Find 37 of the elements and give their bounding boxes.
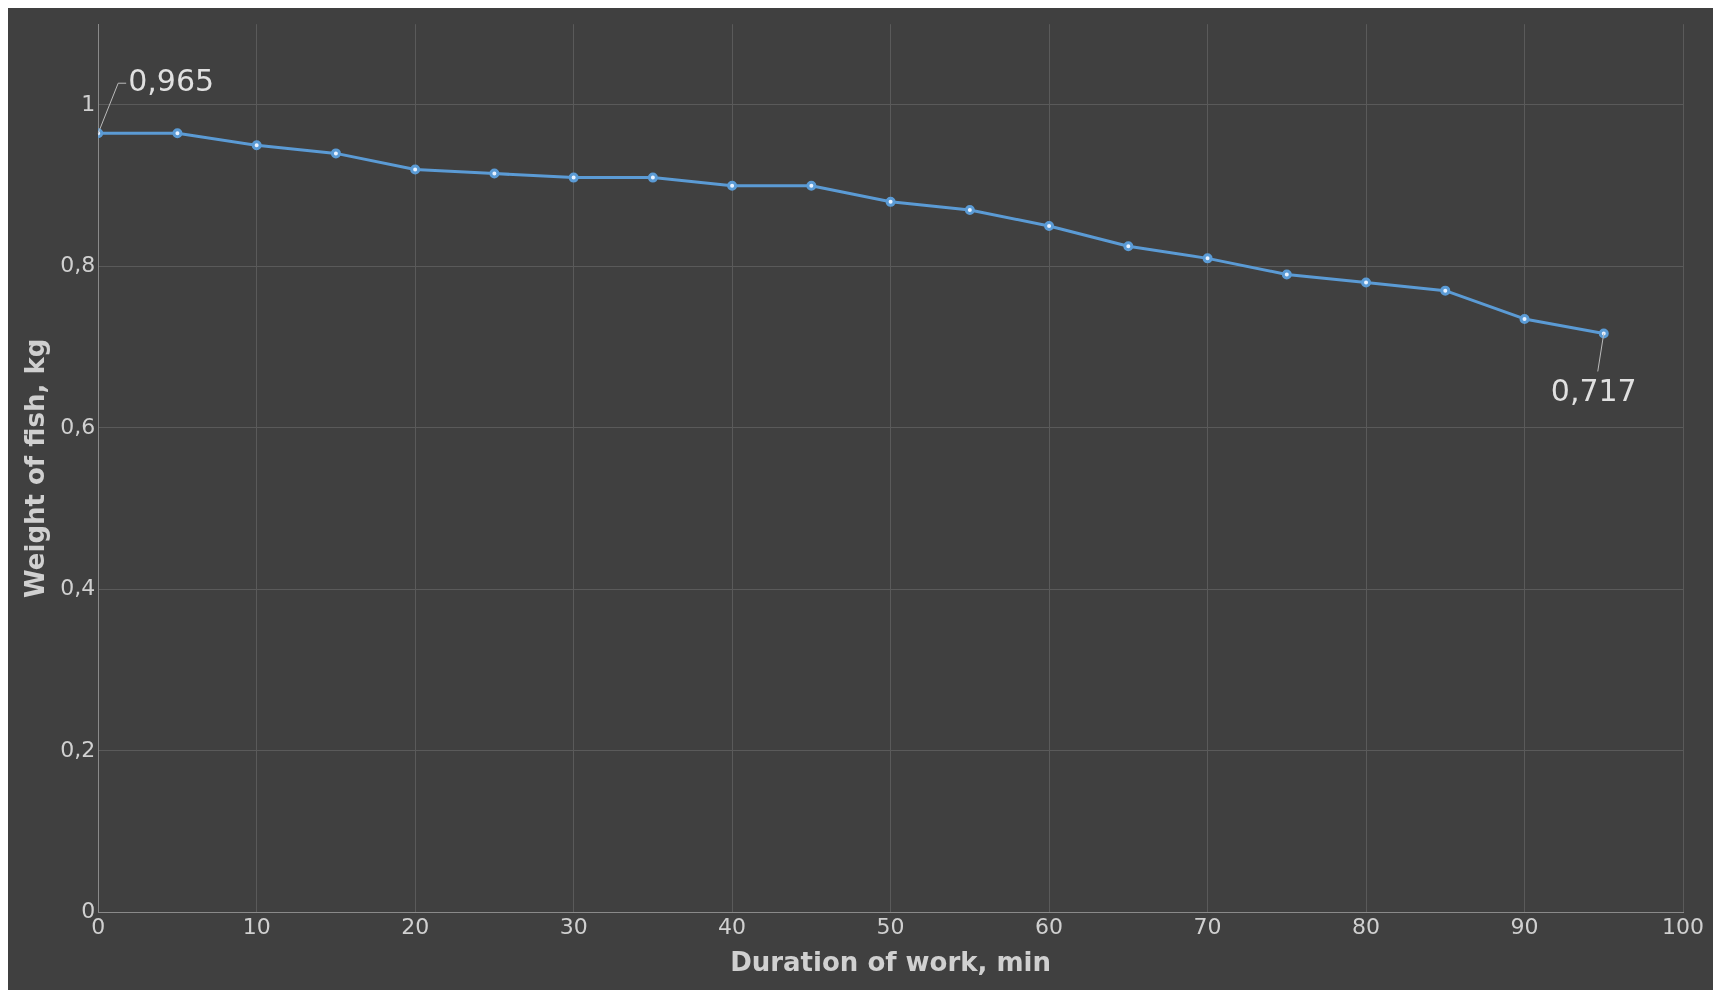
- y-tick-label: 0,4: [60, 575, 96, 601]
- x-tick-label: 40: [718, 914, 747, 940]
- y-tick-label: 0,2: [60, 736, 96, 762]
- x-tick-label: 10: [242, 914, 271, 940]
- annotation: 0,965: [128, 63, 215, 98]
- x-tick-label: 90: [1510, 914, 1539, 940]
- point: [885, 196, 896, 207]
- x-tick-label: 50: [876, 914, 905, 940]
- point: [647, 172, 658, 183]
- y-axis-title: Weight of fish, kg: [20, 338, 51, 598]
- point: [172, 128, 183, 139]
- x-axis-title: Duration of work, min: [730, 947, 1052, 978]
- x-tick-label: 20: [401, 914, 430, 940]
- point: [727, 180, 738, 191]
- x-tick-label: 100: [1662, 914, 1704, 940]
- y-tick-label: 1: [81, 90, 96, 116]
- x-tick-label: 80: [1352, 914, 1381, 940]
- x-tick-label: 70: [1193, 914, 1222, 940]
- point: [1044, 221, 1055, 232]
- point: [410, 164, 421, 175]
- point: [251, 140, 262, 151]
- point: [1123, 241, 1134, 252]
- point: [1519, 313, 1530, 324]
- point: [964, 204, 975, 215]
- annotation: 0,717: [1550, 373, 1637, 409]
- point: [568, 172, 579, 183]
- point: [1281, 269, 1292, 280]
- point: [489, 168, 500, 179]
- point: [1202, 253, 1213, 264]
- y-tick-label: 0,8: [60, 252, 96, 278]
- x-tick-label: 60: [1035, 914, 1064, 940]
- point: [806, 180, 817, 191]
- point: [330, 148, 341, 159]
- point: [1440, 285, 1451, 296]
- x-tick-label: 30: [559, 914, 588, 940]
- y-tick-label: 0,6: [60, 413, 96, 439]
- point: [1361, 277, 1372, 288]
